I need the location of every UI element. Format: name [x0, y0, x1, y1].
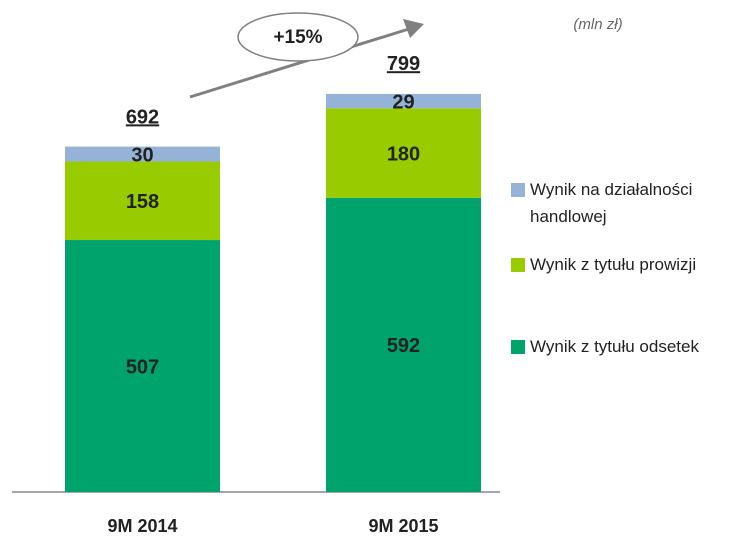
arrow-head — [403, 19, 424, 38]
bar-segment — [65, 161, 220, 241]
bar-segment — [65, 240, 220, 492]
total-label: 799 — [387, 53, 420, 75]
value-label: 158 — [126, 191, 159, 213]
value-label: 29 — [392, 91, 414, 113]
legend-swatch — [511, 258, 525, 272]
bar-segment — [326, 197, 481, 492]
legend-label: Wynik z tytułu prowizji — [530, 255, 697, 274]
x-tick-label: 9M 2015 — [368, 516, 438, 536]
legend-swatch — [511, 183, 525, 197]
bar-segment — [326, 108, 481, 198]
legend-swatch — [511, 340, 525, 354]
annotation-bubble — [237, 12, 359, 62]
bar-segment — [326, 93, 481, 109]
unit-label: (mln zł) — [573, 16, 622, 33]
value-label: 507 — [126, 356, 159, 378]
total-label: 692 — [126, 106, 159, 128]
x-tick-label: 9M 2014 — [107, 516, 177, 536]
value-label: 180 — [387, 143, 420, 165]
bar-segment — [65, 146, 220, 162]
legend-label: Wynik z tytułu odsetek — [530, 337, 699, 356]
value-label: 30 — [131, 144, 153, 166]
annotation: +15% — [273, 27, 322, 48]
growth-arrow — [189, 26, 413, 99]
value-label: 592 — [387, 335, 420, 357]
legend-label: Wynik na działalności handlowej — [530, 180, 693, 226]
